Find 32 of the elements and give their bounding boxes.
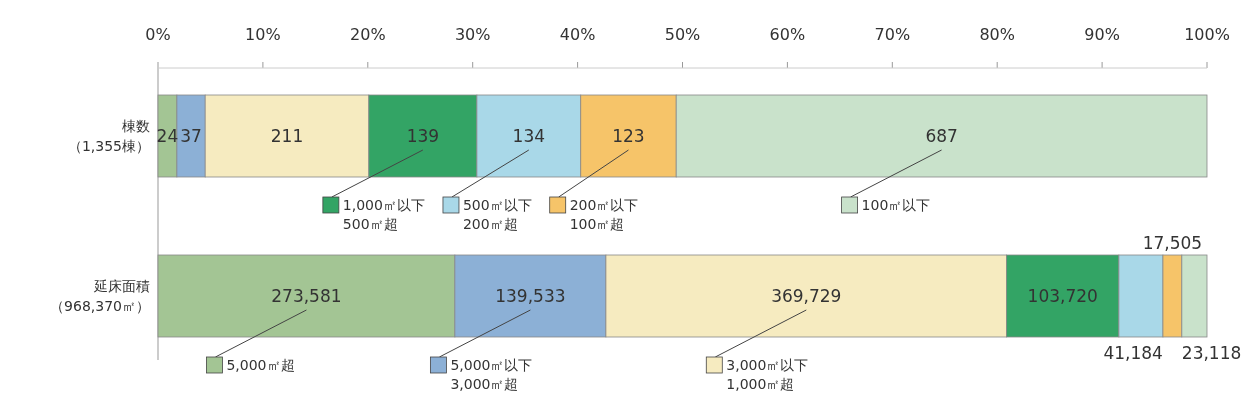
x-tick-label: 0% [145, 25, 171, 44]
x-tick-label: 10% [245, 25, 281, 44]
x-tick-label: 90% [1084, 25, 1120, 44]
annotation: 37 [180, 126, 202, 146]
annotation: 103,720 [1027, 286, 1098, 306]
annotation: 139 [406, 126, 440, 146]
annotation: 139,533 [495, 286, 566, 306]
x-tick-label: 80% [979, 25, 1015, 44]
annotation: 24 [156, 126, 179, 146]
legend-label: 1,000㎡以下 500㎡超 [342, 197, 425, 232]
annotation: 211 [270, 126, 304, 146]
annotation: 123 [612, 126, 645, 146]
annotation: 17,505 [1142, 233, 1203, 253]
annotation: 23,118 [1181, 343, 1242, 363]
legend-label: 200㎡以下 100㎡超 [569, 197, 639, 232]
x-tick-label: 70% [874, 25, 911, 44]
legend-label: 3,000㎡以下 1,000㎡超 [726, 357, 809, 392]
x-tick-label: 100% [1184, 25, 1230, 44]
x-tick-label: 50% [664, 25, 701, 44]
x-tick-label: 30% [454, 25, 491, 44]
legend-label: 100㎡以下 [861, 197, 931, 213]
legend-label: 500㎡以下 200㎡超 [462, 197, 532, 232]
legend-label: 5,000㎡超 [226, 357, 295, 373]
annotation: 687 [925, 126, 958, 146]
legend-label: 5,000㎡以下 3,000㎡超 [450, 357, 533, 392]
x-tick-label: 60% [769, 25, 806, 44]
annotation: 273,581 [271, 286, 342, 306]
annotation: 41,184 [1103, 343, 1163, 363]
annotation: 134 [512, 126, 546, 146]
x-tick-label: 40% [559, 25, 596, 44]
annotation: 369,729 [771, 286, 842, 306]
x-tick-label: 20% [350, 25, 386, 44]
